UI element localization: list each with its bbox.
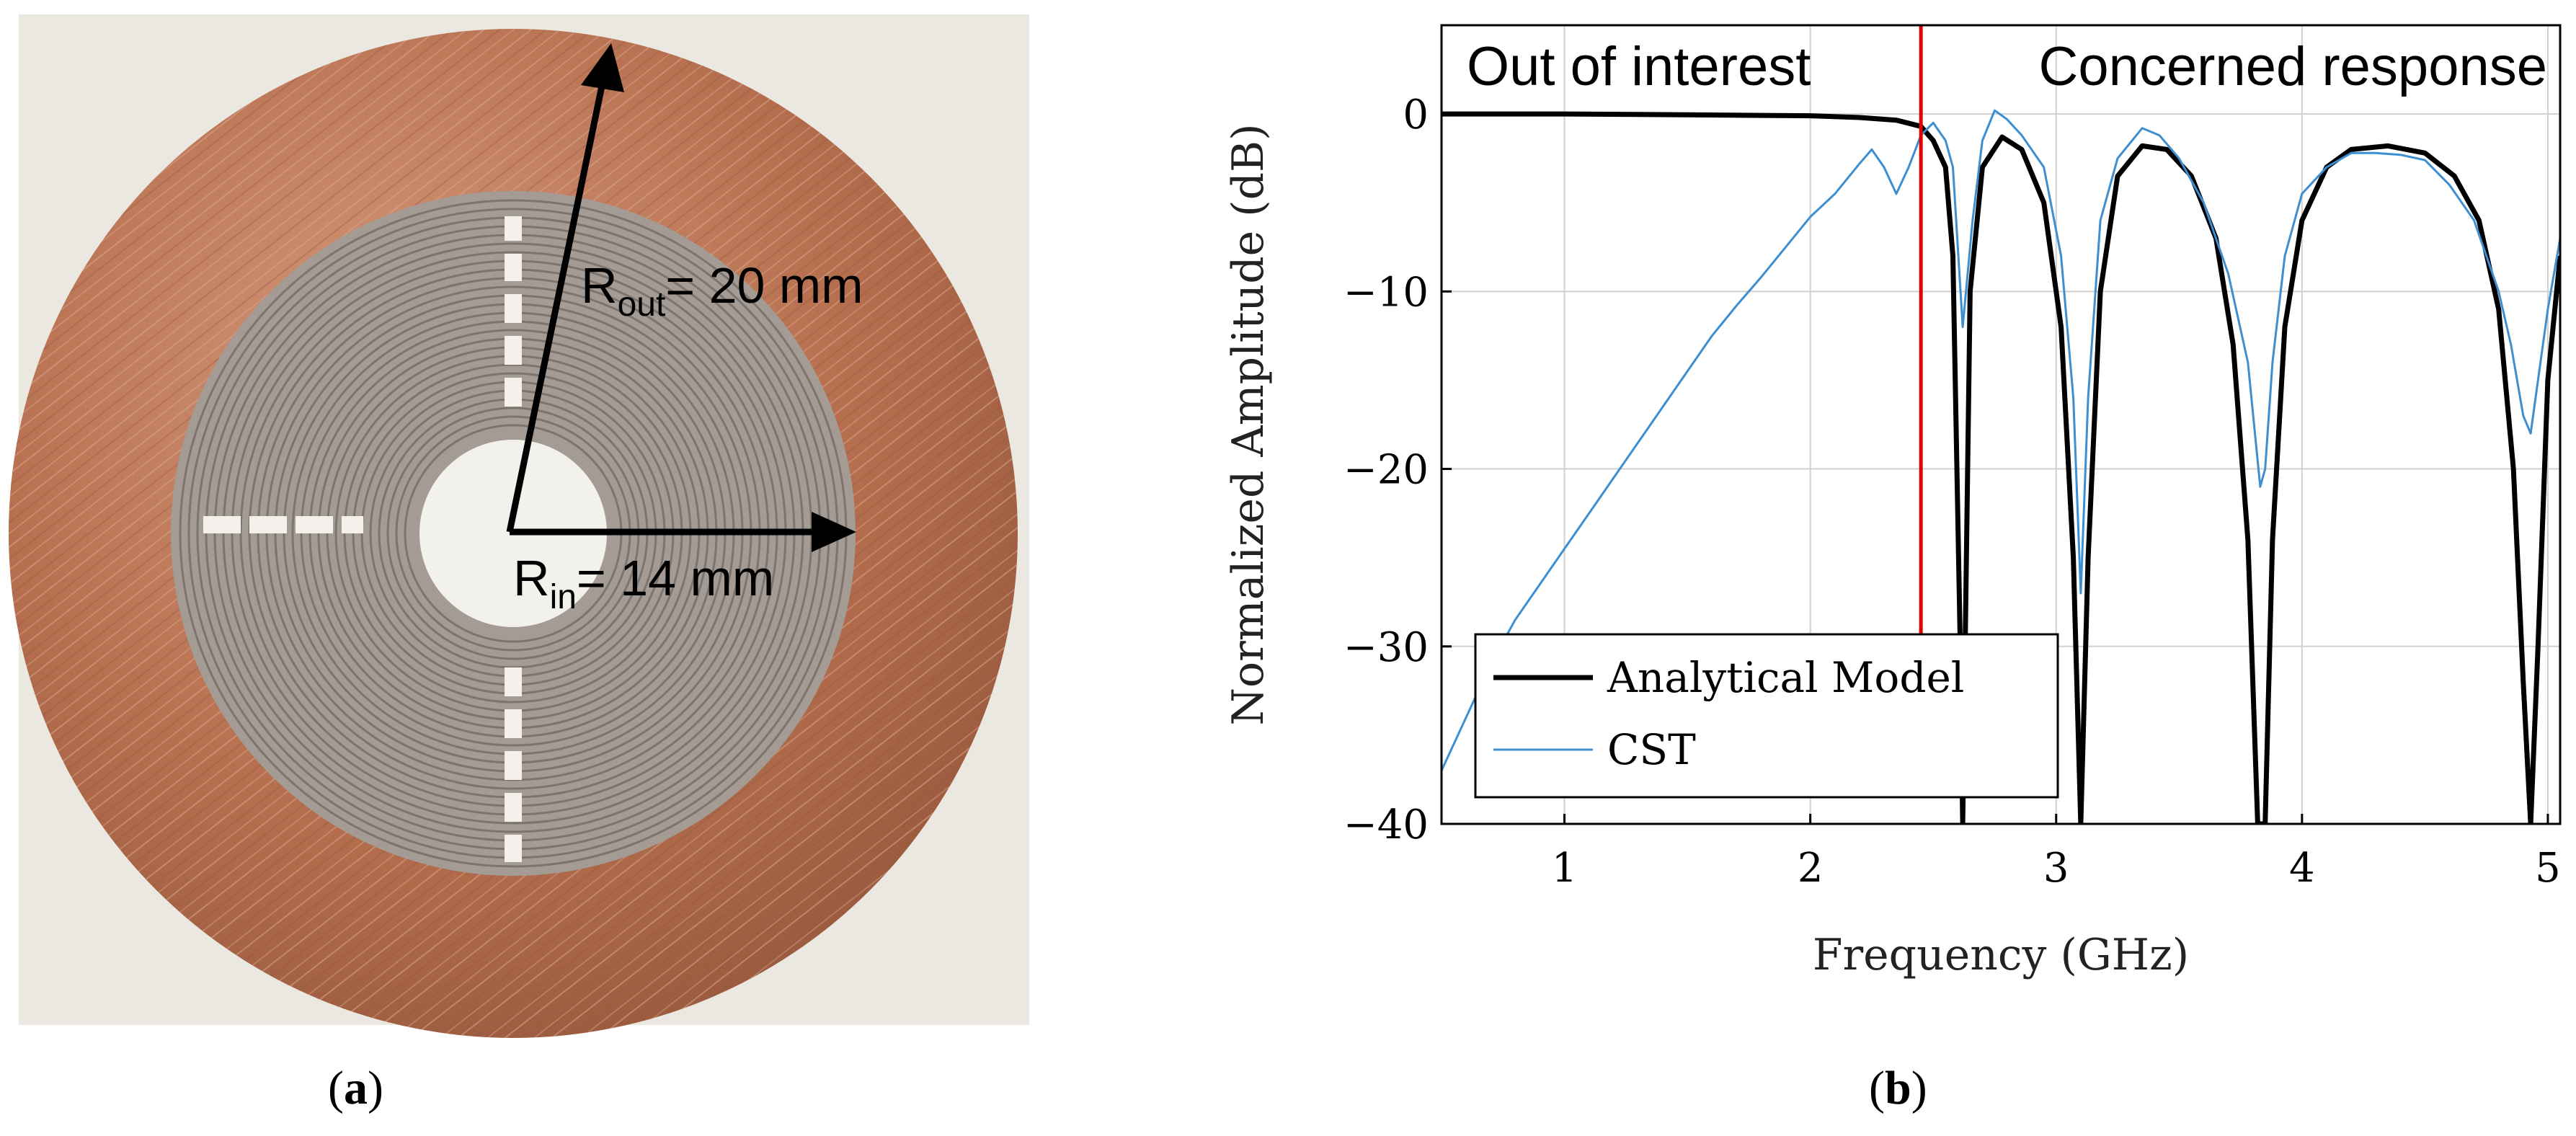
y-tick-label-minus-20: −20 xyxy=(1343,447,1429,494)
legend: Analytical Model CST xyxy=(1474,633,2059,799)
x-tick-label-1: 1 xyxy=(1552,845,1578,892)
y-tick-label-0: 0 xyxy=(1403,92,1429,138)
series-line-cst xyxy=(1442,109,2560,771)
disc-photo: Rout= 20 mm Rin= 14 mm xyxy=(9,14,1029,1038)
x-tick-label-5: 5 xyxy=(2535,845,2561,892)
disc-photo-panel: Rout= 20 mm Rin= 14 mm xyxy=(0,0,1052,1052)
y-tick-label-minus-30: −30 xyxy=(1343,624,1429,671)
gap-slots xyxy=(203,216,522,862)
x-axis-title: Frequency (GHz) xyxy=(1813,930,2189,980)
region-label-out-of-interest: Out of interest xyxy=(1467,36,1811,97)
plot-frame xyxy=(1440,24,2562,825)
series-line-analytical-model xyxy=(1442,111,2560,824)
r-in-label: Rin= 14 mm xyxy=(513,550,774,616)
caption-b: (b) xyxy=(1869,1062,1927,1114)
x-tick-label-3: 3 xyxy=(2043,845,2069,892)
caption-a: (a) xyxy=(328,1062,383,1114)
chart-svg: Out of interest Concerned response 1 2 3… xyxy=(1223,24,2562,980)
y-tick-label-minus-40: −40 xyxy=(1343,802,1429,848)
y-axis-title: Normalized Amplitude (dB) xyxy=(1223,123,1274,725)
legend-label-analytical-model: Analytical Model xyxy=(1607,653,1964,702)
legend-label-cst: CST xyxy=(1607,725,1696,774)
radius-arrows xyxy=(506,75,825,536)
x-tick-label-4: 4 xyxy=(2289,845,2315,892)
x-tick-label-2: 2 xyxy=(1798,845,1824,892)
r-in-arrowhead xyxy=(812,512,856,552)
r-out-label: Rout= 20 mm xyxy=(581,257,863,324)
tick-marks xyxy=(1442,112,2549,825)
region-label-concerned-response: Concerned response xyxy=(2038,36,2547,97)
r-out-arrowhead xyxy=(581,43,624,92)
legend-box xyxy=(1474,633,2059,799)
frequency-response-chart: Out of interest Concerned response 1 2 3… xyxy=(1196,0,2576,1024)
y-tick-label-minus-10: −10 xyxy=(1343,269,1429,316)
